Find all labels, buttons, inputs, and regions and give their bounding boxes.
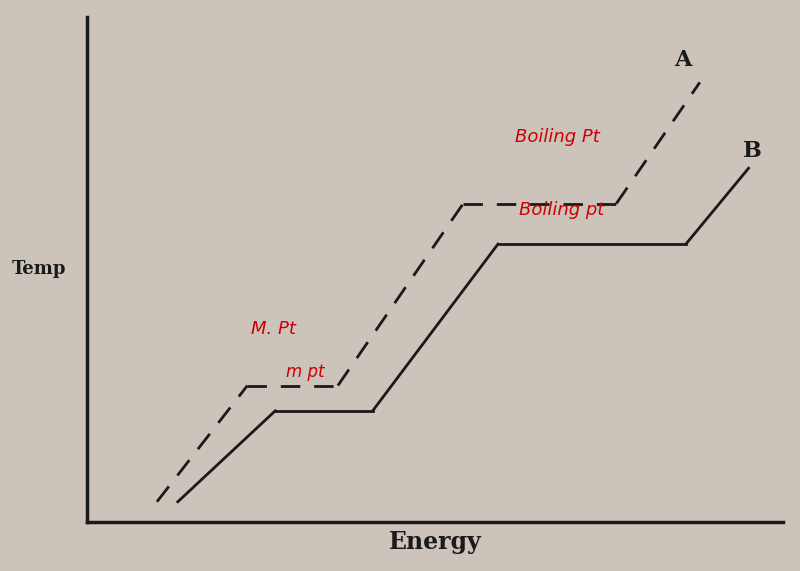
Text: A: A	[674, 49, 691, 71]
Text: Temp: Temp	[11, 260, 66, 278]
X-axis label: Energy: Energy	[389, 530, 482, 554]
Text: Boiling Pt: Boiling Pt	[515, 127, 600, 146]
Text: B: B	[742, 139, 762, 162]
Text: m pt: m pt	[286, 363, 324, 381]
Text: Boiling pt: Boiling pt	[519, 201, 604, 219]
Text: M. Pt: M. Pt	[251, 320, 296, 337]
